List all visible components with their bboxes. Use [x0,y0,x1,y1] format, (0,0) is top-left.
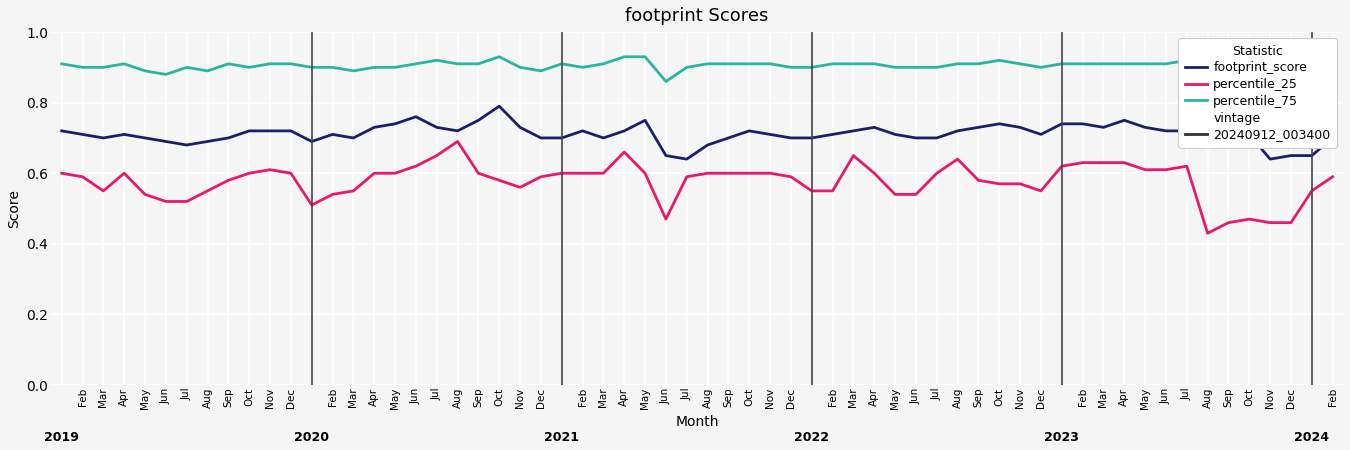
Text: 2022: 2022 [794,431,829,444]
Text: 2024: 2024 [1295,431,1330,444]
Text: 2019: 2019 [45,431,80,444]
Text: 2021: 2021 [544,431,579,444]
Title: footprint Scores: footprint Scores [625,7,770,25]
Text: 2020: 2020 [294,431,329,444]
Legend: footprint_score, percentile_25, percentile_75, vintage, 20240912_003400: footprint_score, percentile_25, percenti… [1179,38,1336,148]
Y-axis label: Score: Score [7,189,22,228]
X-axis label: Month: Month [675,415,720,429]
Text: 2023: 2023 [1045,431,1079,444]
